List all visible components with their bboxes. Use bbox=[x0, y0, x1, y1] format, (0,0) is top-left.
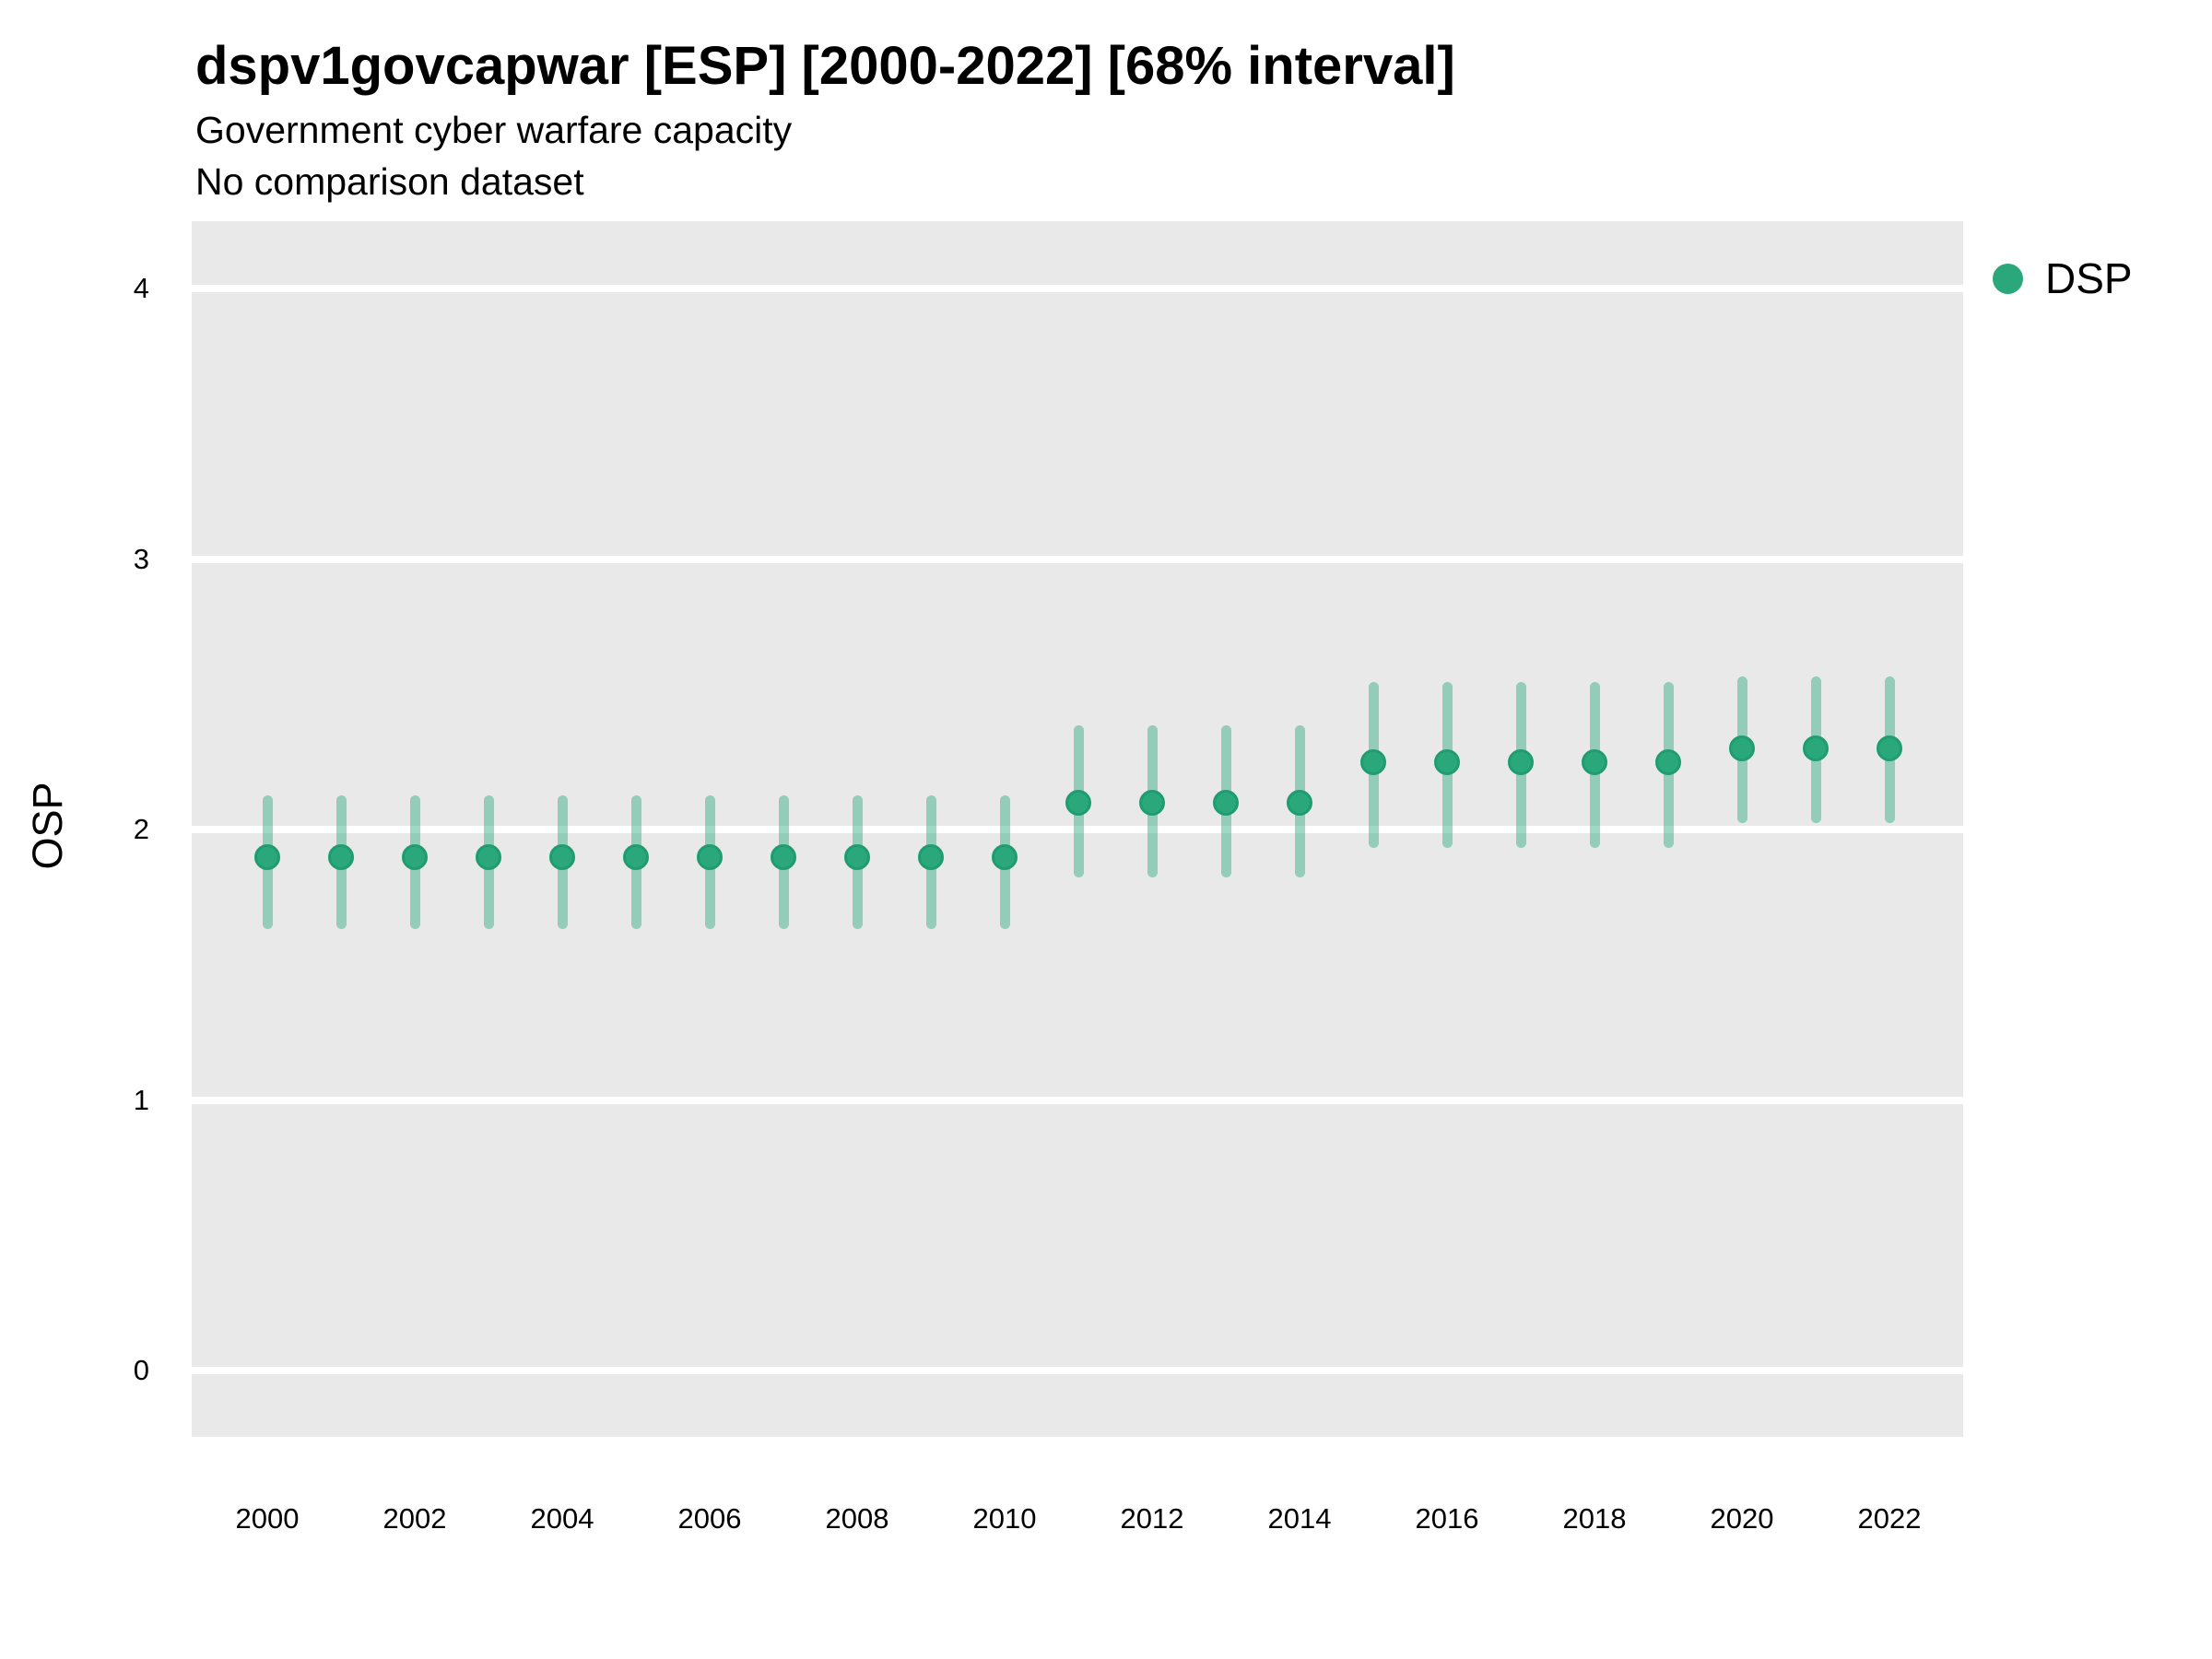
x-tick-label: 2020 bbox=[1710, 1502, 1774, 1535]
data-point bbox=[402, 843, 428, 870]
data-point bbox=[254, 843, 280, 870]
gridline-y-0 bbox=[192, 1367, 1963, 1375]
data-point bbox=[1508, 748, 1534, 775]
data-point bbox=[918, 843, 944, 870]
y-tick-label: 1 bbox=[133, 1083, 149, 1116]
data-point bbox=[1803, 735, 1829, 762]
gridline-y-4 bbox=[192, 285, 1963, 293]
data-point bbox=[1287, 789, 1312, 816]
data-point bbox=[328, 843, 354, 870]
y-tick-label: 0 bbox=[133, 1354, 149, 1387]
data-point bbox=[476, 843, 501, 870]
y-tick-label: 2 bbox=[133, 813, 149, 846]
data-point bbox=[771, 843, 796, 870]
x-tick-label: 2010 bbox=[972, 1502, 1037, 1535]
data-point bbox=[1582, 748, 1607, 775]
x-tick-label: 2006 bbox=[677, 1502, 742, 1535]
data-point bbox=[1213, 789, 1239, 816]
legend: DSP bbox=[1993, 253, 2133, 303]
x-tick-label: 2008 bbox=[825, 1502, 889, 1535]
x-tick-label: 2012 bbox=[1120, 1502, 1184, 1535]
plot-panel bbox=[192, 221, 1963, 1437]
data-point bbox=[1655, 748, 1681, 775]
legend-label: DSP bbox=[2045, 254, 2133, 302]
data-point bbox=[623, 843, 649, 870]
chart-title: dspv1govcapwar [ESP] [2000-2022] [68% in… bbox=[195, 36, 1455, 96]
data-point bbox=[1065, 789, 1091, 816]
data-point bbox=[844, 843, 870, 870]
gridline-y-1 bbox=[192, 1096, 1963, 1104]
y-tick-label: 3 bbox=[133, 542, 149, 575]
x-tick-label: 2022 bbox=[1857, 1502, 1922, 1535]
gridline-y-2 bbox=[192, 826, 1963, 834]
data-point bbox=[1434, 748, 1460, 775]
data-point bbox=[1360, 748, 1386, 775]
x-tick-label: 2004 bbox=[530, 1502, 594, 1535]
x-tick-label: 2002 bbox=[382, 1502, 447, 1535]
data-point bbox=[697, 843, 723, 870]
x-tick-label: 2000 bbox=[235, 1502, 300, 1535]
data-point bbox=[992, 843, 1018, 870]
data-point bbox=[1139, 789, 1165, 816]
chart-note: No comparison dataset bbox=[195, 160, 584, 203]
x-tick-label: 2014 bbox=[1267, 1502, 1332, 1535]
y-tick-label: 4 bbox=[133, 272, 149, 305]
data-point bbox=[549, 843, 575, 870]
data-point bbox=[1729, 735, 1755, 762]
x-tick-label: 2016 bbox=[1415, 1502, 1479, 1535]
legend-point-icon bbox=[1993, 263, 2023, 294]
data-point bbox=[1877, 735, 1902, 762]
chart-subtitle: Government cyber warfare capacity bbox=[195, 109, 793, 151]
x-tick-label: 2018 bbox=[1562, 1502, 1627, 1535]
gridline-y-3 bbox=[192, 555, 1963, 563]
